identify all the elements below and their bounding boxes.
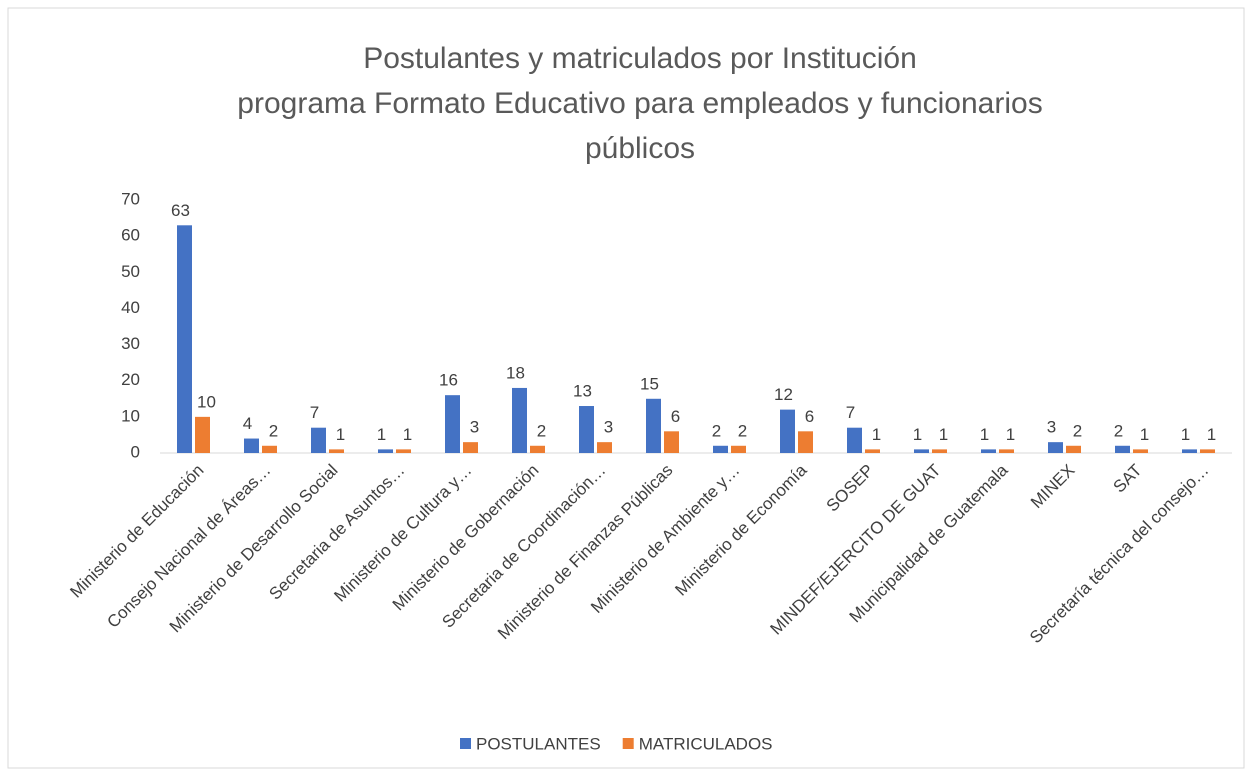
bar — [713, 445, 728, 453]
bar — [445, 395, 460, 453]
data-label: 2 — [537, 421, 546, 440]
bar — [865, 449, 880, 453]
bar — [1066, 445, 1081, 453]
bar — [244, 438, 259, 453]
data-label: 13 — [573, 381, 592, 400]
bar — [847, 427, 862, 453]
bar — [195, 416, 210, 453]
legend-label: MATRICULADOS — [639, 734, 773, 753]
y-tick-label: 30 — [121, 334, 140, 353]
data-label: 16 — [439, 371, 458, 390]
data-label: 1 — [1140, 425, 1149, 444]
data-label: 15 — [640, 374, 659, 393]
bar — [932, 449, 947, 453]
data-label: 63 — [171, 201, 190, 220]
data-label: 3 — [470, 418, 479, 437]
bar — [463, 442, 478, 453]
bar — [530, 445, 545, 453]
data-label: 2 — [712, 421, 721, 440]
data-label: 3 — [604, 418, 613, 437]
bar — [914, 449, 929, 453]
chart-title: Postulantes y matriculados por Instituci… — [363, 42, 917, 75]
y-tick-label: 0 — [131, 442, 140, 461]
bar — [1182, 449, 1197, 453]
data-label: 12 — [774, 385, 793, 404]
data-label: 3 — [1047, 418, 1056, 437]
data-label: 2 — [1114, 421, 1123, 440]
bar — [664, 431, 679, 453]
data-label: 1 — [377, 425, 386, 444]
data-label: 1 — [1207, 425, 1216, 444]
chart-border — [7, 7, 1245, 769]
data-label: 1 — [1006, 425, 1015, 444]
data-label: 2 — [1073, 421, 1082, 440]
data-label: 7 — [310, 403, 319, 422]
bar — [646, 398, 661, 453]
bar — [579, 406, 594, 453]
bar — [329, 449, 344, 453]
bar — [1133, 449, 1148, 453]
data-label: 18 — [506, 363, 525, 382]
data-label: 6 — [805, 407, 814, 426]
bar — [1048, 442, 1063, 453]
y-tick-label: 10 — [121, 406, 140, 425]
bar — [396, 449, 411, 453]
data-label: 1 — [939, 425, 948, 444]
y-tick-label: 20 — [121, 370, 140, 389]
bar — [731, 445, 746, 453]
data-label: 4 — [243, 414, 252, 433]
data-label: 2 — [269, 421, 278, 440]
data-label: 10 — [197, 392, 216, 411]
bar — [378, 449, 393, 453]
y-tick-label: 50 — [121, 262, 140, 281]
legend-swatch — [622, 738, 634, 749]
bar — [999, 449, 1014, 453]
bar — [780, 409, 795, 453]
bar — [1200, 449, 1215, 453]
bar — [512, 387, 527, 453]
chart-title: públicos — [585, 132, 695, 165]
chart-title: programa Formato Educativo para empleado… — [237, 87, 1042, 120]
data-label: 2 — [738, 421, 747, 440]
legend-swatch — [460, 738, 471, 749]
data-label: 7 — [846, 403, 855, 422]
data-label: 6 — [671, 407, 680, 426]
data-label: 1 — [913, 425, 922, 444]
bar — [597, 442, 612, 453]
data-label: 1 — [336, 425, 345, 444]
bar — [177, 225, 192, 453]
data-label: 1 — [1181, 425, 1190, 444]
bar — [981, 449, 996, 453]
bar — [262, 445, 277, 453]
legend-label: POSTULANTES — [476, 734, 601, 753]
data-label: 1 — [403, 425, 412, 444]
bar — [311, 427, 326, 453]
data-label: 1 — [872, 425, 881, 444]
y-tick-label: 70 — [121, 189, 140, 208]
y-tick-label: 60 — [121, 226, 140, 245]
bar — [798, 431, 813, 453]
bar — [1115, 445, 1130, 453]
data-label: 1 — [980, 425, 989, 444]
y-tick-label: 40 — [121, 298, 140, 317]
